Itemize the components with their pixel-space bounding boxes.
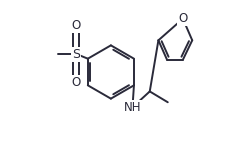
- Text: O: O: [72, 19, 81, 32]
- Text: NH: NH: [124, 101, 141, 114]
- Text: O: O: [178, 12, 187, 25]
- Text: S: S: [72, 48, 80, 60]
- Text: O: O: [72, 76, 81, 89]
